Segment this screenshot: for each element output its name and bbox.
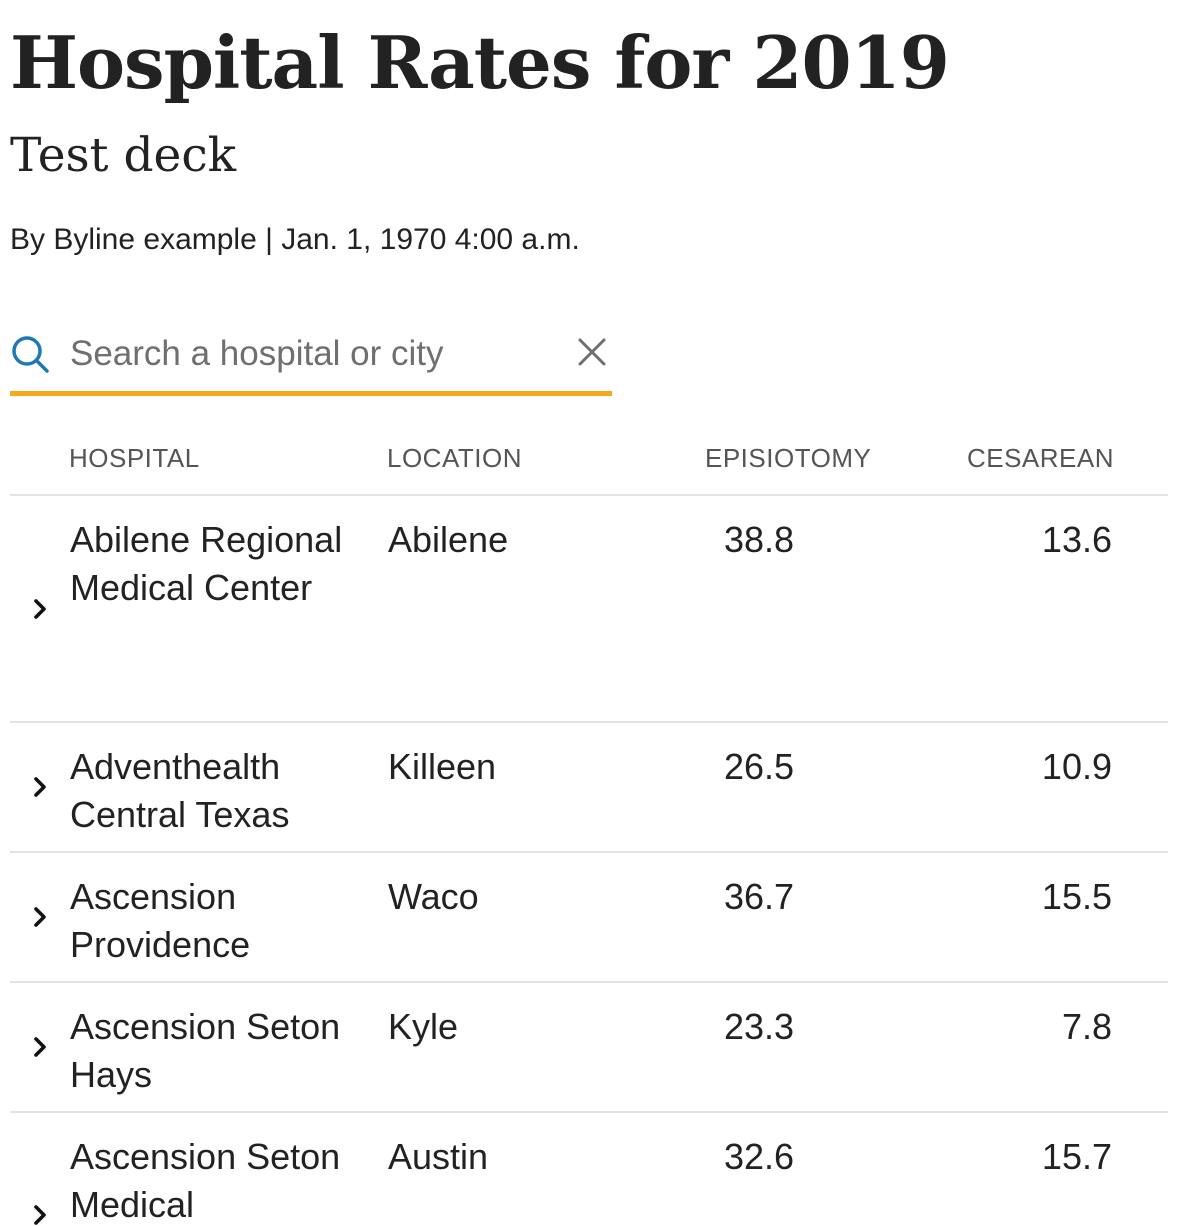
cell-location: Killeen <box>388 746 497 787</box>
table-row[interactable]: Ascension Seton Hays Kyle 23.3 7.8 <box>10 983 1168 1113</box>
chevron-right-icon <box>34 1205 46 1225</box>
byline: By Byline example | Jan. 1, 1970 4:00 a.… <box>10 223 580 256</box>
cell-episiotomy: 26.5 <box>724 746 795 787</box>
search-input[interactable] <box>70 328 570 380</box>
cell-episiotomy: 38.8 <box>724 519 795 560</box>
column-header-episiotomy[interactable]: EPISIOTOMY <box>705 443 872 473</box>
cell-episiotomy: 23.3 <box>724 1006 795 1047</box>
close-icon[interactable] <box>576 336 608 368</box>
column-header-hospital[interactable]: HOSPITAL <box>69 443 200 473</box>
page-title: Hospital Rates for 2019 <box>10 20 950 105</box>
cell-cesarean: 7.8 <box>1061 1006 1112 1047</box>
table-row[interactable]: Abilene Regional Medical Center Abilene … <box>10 496 1168 723</box>
cell-location: Abilene <box>388 519 509 560</box>
chevron-right-icon <box>34 598 46 619</box>
chevron-right-icon <box>34 1037 46 1057</box>
deck-subtitle: Test deck <box>10 128 237 183</box>
cell-location: Waco <box>388 876 479 917</box>
cell-cesarean: 13.6 <box>1041 519 1112 560</box>
cell-cesarean: 10.9 <box>1041 746 1112 787</box>
hospital-table: HOSPITAL LOCATION EPISIOTOMY CESAREAN Ab… <box>10 420 1168 1226</box>
cell-hospital: Ascension Providence <box>70 876 251 965</box>
cell-hospital: Abilene Regional Medical Center <box>70 519 343 608</box>
search-bar <box>10 322 612 396</box>
chevron-right-icon <box>34 777 46 797</box>
table-header: HOSPITAL LOCATION EPISIOTOMY CESAREAN <box>10 420 1168 496</box>
column-header-location[interactable]: LOCATION <box>387 443 522 473</box>
chevron-right-icon <box>34 907 46 927</box>
cell-cesarean: 15.5 <box>1041 876 1112 917</box>
search-icon <box>12 336 49 373</box>
cell-hospital: Ascension Seton Medical <box>70 1136 341 1225</box>
cell-episiotomy: 32.6 <box>724 1136 795 1177</box>
cell-cesarean: 15.7 <box>1041 1136 1112 1177</box>
cell-location: Kyle <box>388 1006 459 1047</box>
cell-hospital: Ascension Seton Hays <box>70 1006 341 1095</box>
cell-episiotomy: 36.7 <box>724 876 795 917</box>
cell-location: Austin <box>388 1136 489 1177</box>
table-row[interactable]: Ascension Seton Medical Austin 32.6 15.7 <box>10 1113 1168 1226</box>
table-row[interactable]: Ascension Providence Waco 36.7 15.5 <box>10 853 1168 983</box>
table-row[interactable]: Adventhealth Central Texas Killeen 26.5 … <box>10 723 1168 853</box>
column-header-cesarean[interactable]: CESAREAN <box>966 443 1114 473</box>
cell-hospital: Adventhealth Central Texas <box>70 746 290 835</box>
